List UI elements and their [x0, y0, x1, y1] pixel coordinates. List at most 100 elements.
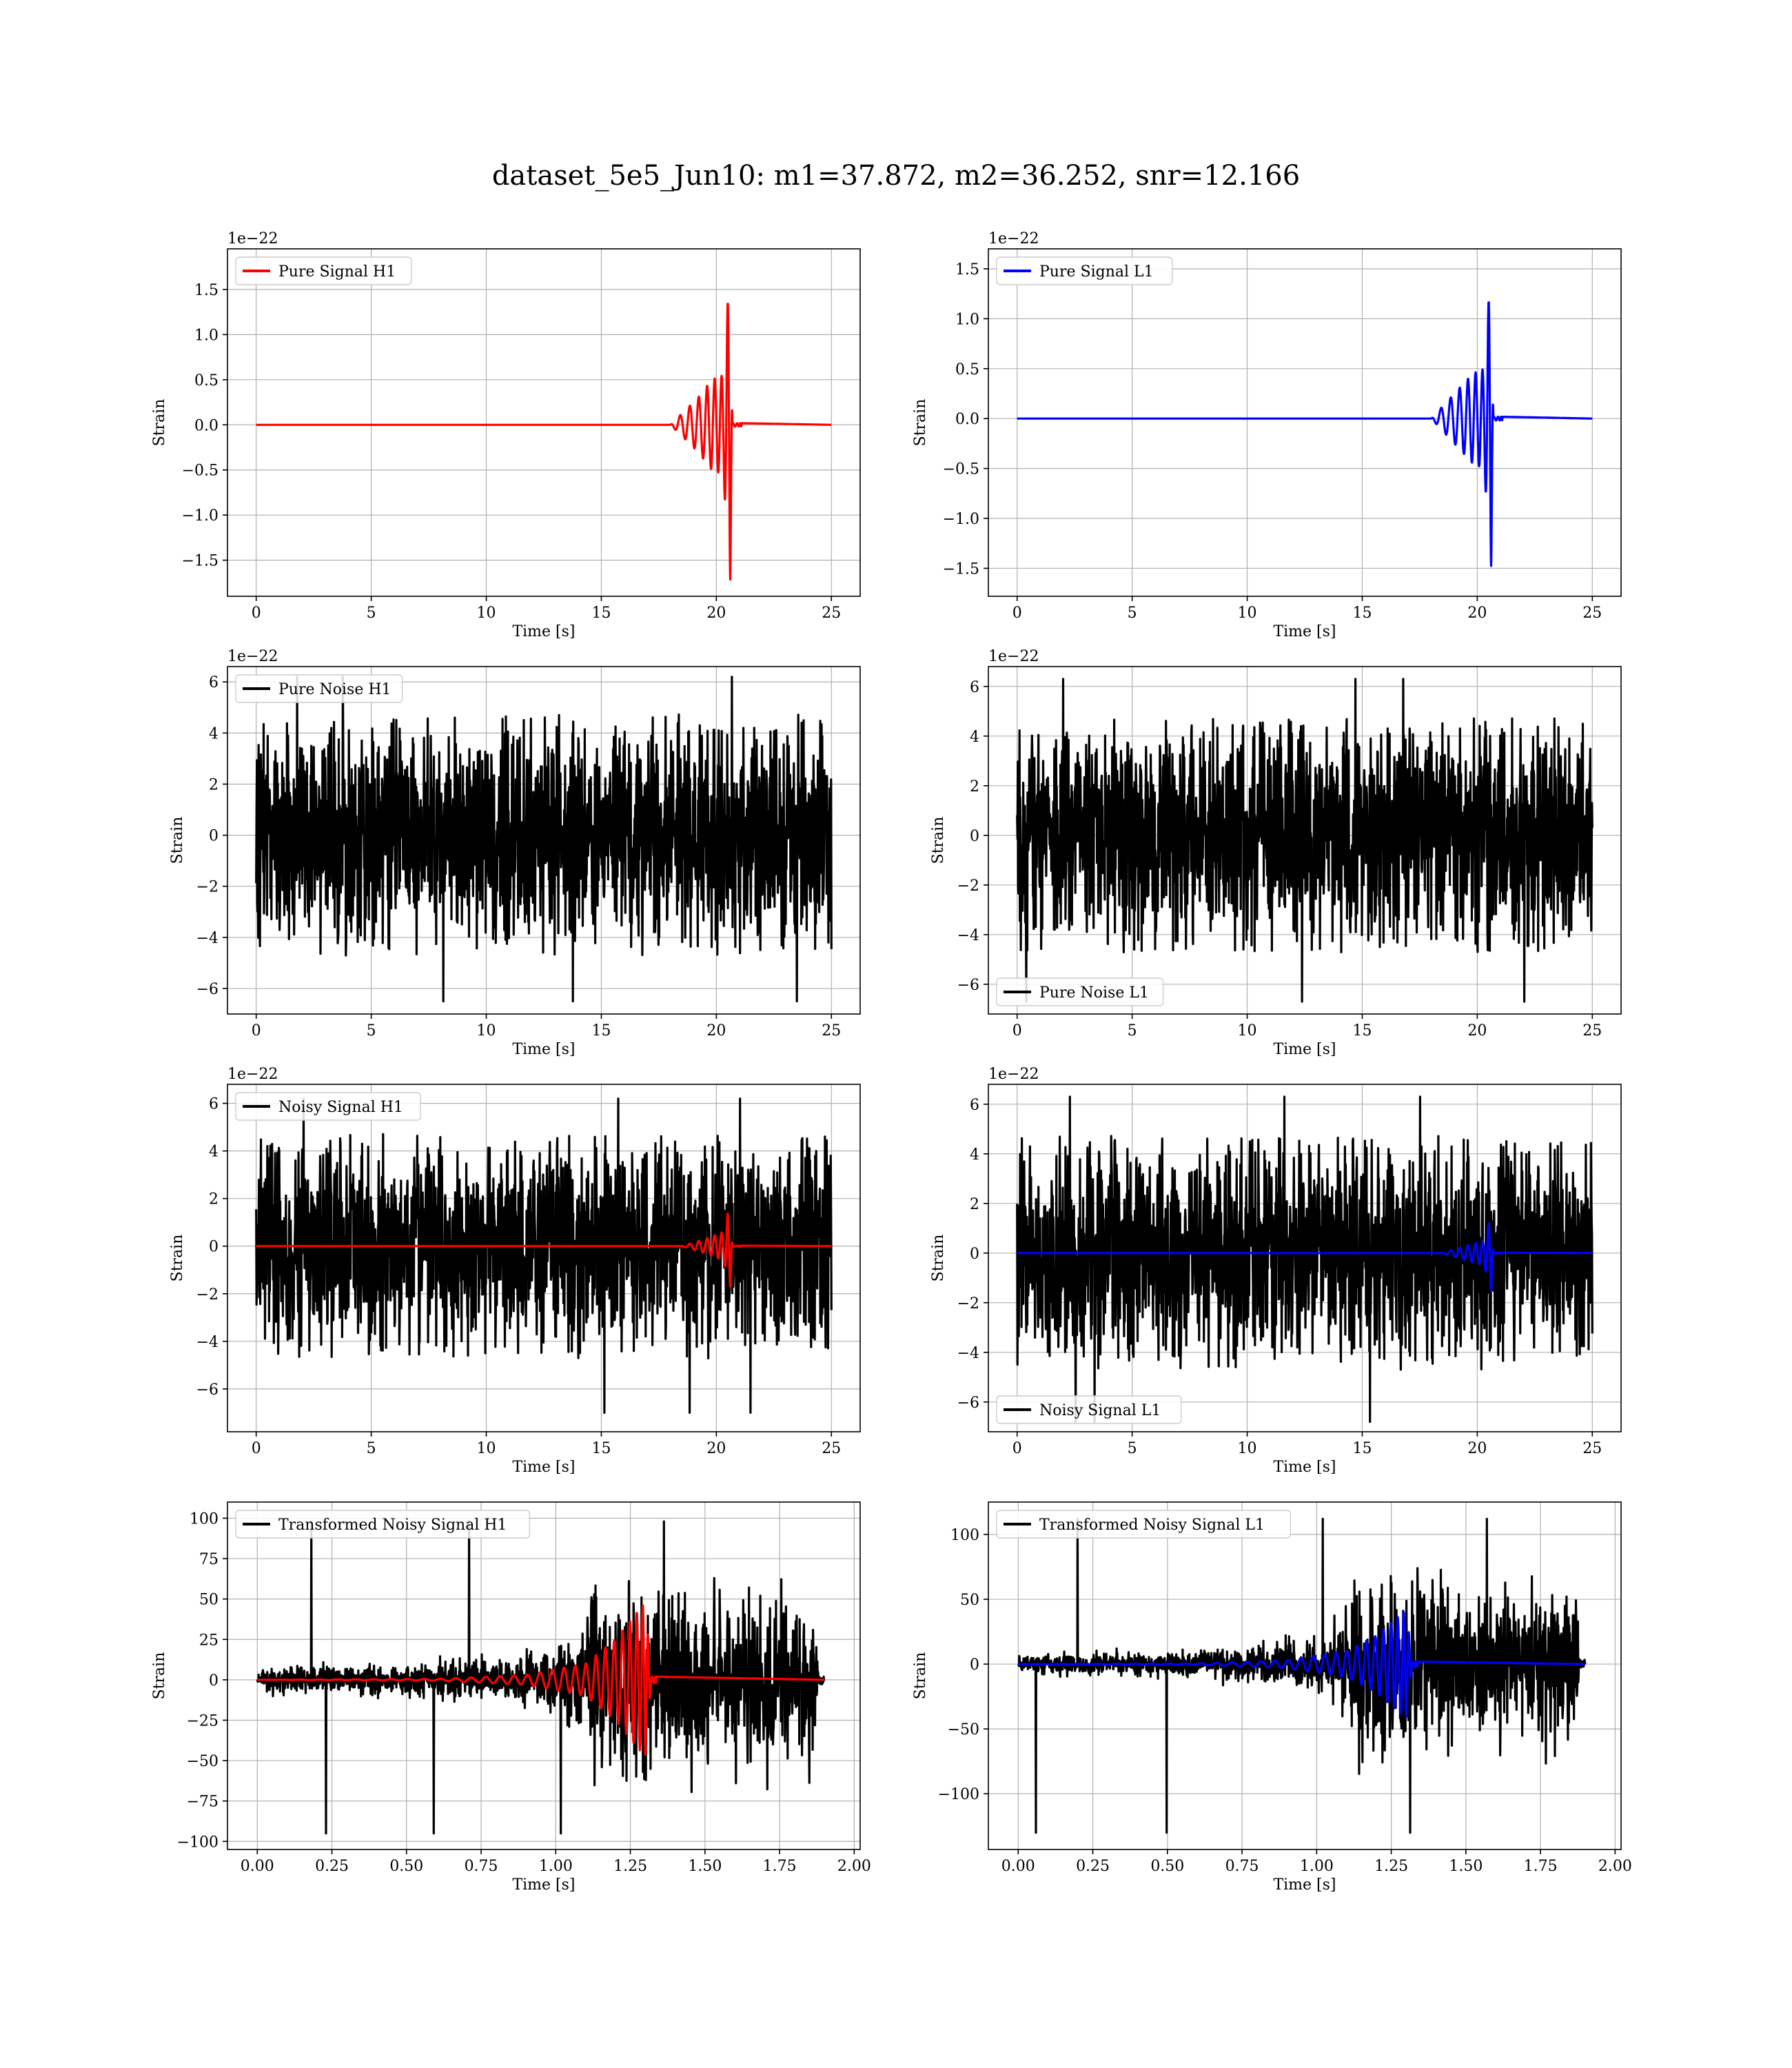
y-offset-text: 1e−22	[227, 1066, 278, 1083]
x-tick-label: 15	[1352, 1022, 1372, 1040]
legend: Transformed Noisy Signal H1	[235, 1510, 531, 1539]
x-tick-label: 1.50	[688, 1858, 722, 1875]
x-axis-label: Time [s]	[1273, 1041, 1336, 1058]
y-axis-label: Strain	[169, 817, 186, 864]
y-tick-label: 0.0	[194, 417, 218, 434]
y-tick-label: 0	[970, 1246, 979, 1263]
y-tick-label: 100	[950, 1527, 979, 1544]
x-tick-label: 0	[1012, 1022, 1022, 1040]
y-tick-label: 2	[209, 1191, 218, 1208]
y-offset-text: 1e−22	[227, 648, 278, 665]
subplot-pure-signal-l1: 0 5 10 15 20 25 −1.5 −1.0 −0.5 0.0 0.5 1.0 1.5 Time […	[912, 230, 1622, 640]
y-tick-label: 0	[970, 828, 979, 845]
y-tick-label: −6	[957, 1395, 979, 1412]
y-tick-label: −2	[196, 1286, 218, 1304]
y-tick-label: 0	[209, 1239, 218, 1256]
series-transformed-noisy-signal-l1	[1017, 1517, 1587, 1834]
x-tick-label: 5	[1128, 1440, 1137, 1457]
x-tick-label: 20	[1467, 1440, 1487, 1457]
series-chirp	[255, 1213, 833, 1288]
y-tick-label: 2	[970, 778, 979, 795]
legend-label: Noisy Signal L1	[1039, 1402, 1161, 1419]
y-tick-label: −25	[187, 1712, 218, 1730]
y-tick-label: −0.5	[182, 463, 218, 480]
y-tick-label: −4	[957, 1345, 979, 1362]
x-tick-label: 2.00	[1598, 1858, 1632, 1875]
y-tick-label: 0	[970, 1656, 979, 1674]
legend: Pure Noise H1	[235, 674, 403, 703]
y-offset-text: 1e−22	[227, 230, 278, 247]
x-tick-label: 20	[1467, 1022, 1487, 1040]
y-tick-label: 4	[209, 1144, 218, 1161]
y-tick-label: 6	[209, 1096, 218, 1113]
y-tick-label: 4	[209, 725, 218, 742]
plot-area	[1016, 678, 1594, 1003]
y-tick-label: 6	[970, 1097, 979, 1114]
x-tick-label: 15	[591, 605, 611, 622]
x-axis-label: Time [s]	[1273, 1876, 1336, 1894]
y-tick-label: −6	[957, 977, 979, 994]
x-tick-label: 25	[1582, 605, 1602, 622]
x-tick-label: 15	[591, 1022, 611, 1040]
x-tick-label: 0	[252, 1440, 261, 1457]
y-tick-label: −100	[938, 1786, 979, 1803]
y-tick-label: 100	[190, 1510, 218, 1528]
x-tick-label: 20	[1467, 605, 1487, 622]
y-axis-label: Strain	[151, 399, 168, 447]
x-tick-label: 1.50	[1449, 1858, 1483, 1875]
legend-box	[996, 256, 1173, 285]
x-tick-label: 0	[1012, 605, 1022, 622]
y-tick-label: −100	[177, 1834, 218, 1851]
x-tick-label: 25	[822, 1022, 841, 1040]
series-pure-noise-h1	[255, 676, 833, 1003]
x-tick-label: 5	[1128, 605, 1137, 622]
y-axis-label: Strain	[151, 1652, 168, 1700]
legend-box	[235, 674, 403, 703]
y-tick-label: 0.5	[955, 361, 979, 378]
x-tick-label: 1.25	[1374, 1858, 1408, 1875]
legend-box	[235, 1510, 531, 1539]
x-axis-label: Time [s]	[512, 1041, 575, 1058]
y-tick-label: −1.5	[182, 553, 218, 570]
legend: Noisy Signal H1	[235, 1092, 421, 1121]
subplot-transformed-noisy-signal-h1: 0.00 0.25 0.50 0.75 1.00 1.25 1.50 1.75 2.00 −100…	[151, 1501, 871, 1894]
y-tick-label: −75	[187, 1794, 218, 1811]
y-tick-label: −6	[196, 981, 218, 998]
plot-area	[255, 676, 833, 1003]
y-tick-label: 0	[209, 828, 218, 845]
y-tick-label: −2	[957, 1295, 979, 1312]
y-tick-label: −4	[196, 1334, 218, 1351]
y-tick-label: 6	[209, 674, 218, 691]
axes-frame	[227, 1084, 861, 1432]
series-chirp	[1016, 301, 1594, 567]
legend-box	[235, 1092, 421, 1121]
x-tick-label: 0.50	[389, 1858, 423, 1875]
legend-box	[235, 256, 412, 285]
legend-box	[996, 1510, 1292, 1539]
grid-lines	[988, 249, 1621, 596]
series-chirp	[256, 1604, 826, 1756]
legend: Noisy Signal L1	[996, 1395, 1182, 1424]
legend-label: Pure Signal H1	[278, 263, 396, 281]
subplot-noisy-signal-h1: 0 5 10 15 20 25 −6 −4 −2 0 2 4 6 Time [s] Strain 1e−22N…	[169, 1066, 861, 1476]
x-tick-label: 1.75	[1524, 1858, 1558, 1875]
series-chirp	[1016, 1222, 1594, 1292]
x-tick-label: 1.25	[613, 1858, 647, 1875]
x-tick-label: 0	[252, 1022, 261, 1040]
subplot-transformed-noisy-signal-l1: 0.00 0.25 0.50 0.75 1.00 1.25 1.50 1.75 2.00 −100…	[912, 1501, 1632, 1894]
x-tick-label: 10	[477, 1022, 496, 1040]
y-tick-label: −4	[196, 930, 218, 947]
axes-frame	[227, 248, 861, 597]
y-tick-label: −1.5	[943, 560, 979, 578]
y-tick-label: −6	[196, 1381, 218, 1399]
y-tick-label: −1.0	[943, 511, 979, 528]
x-tick-label: 20	[706, 1022, 726, 1040]
y-axis-label: Strain	[169, 1235, 186, 1282]
x-tick-label: 25	[822, 605, 841, 622]
x-tick-label: 20	[706, 1440, 726, 1457]
y-tick-label: −50	[187, 1753, 218, 1770]
series-noisy-signal-l1	[1016, 1095, 1594, 1423]
x-tick-label: 20	[706, 605, 726, 622]
y-tick-label: 1.0	[194, 327, 218, 344]
